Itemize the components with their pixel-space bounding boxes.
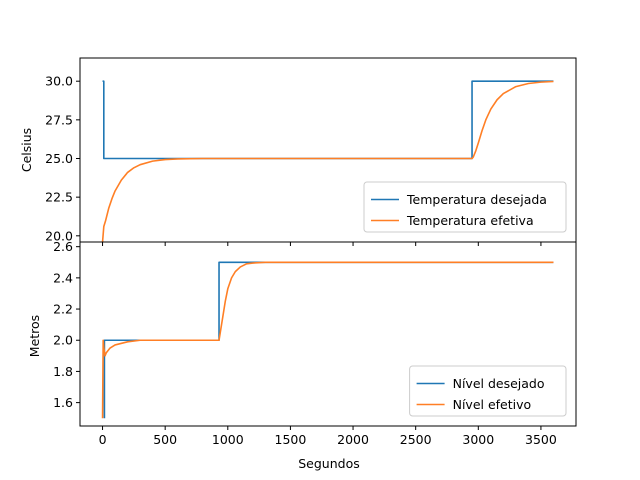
level-x-tick-label: 1500: [275, 432, 307, 447]
level-legend-label-2: Nível efetivo: [453, 397, 532, 412]
level-y-tick-label: 1.6: [53, 395, 73, 410]
level-x-tick-label: 2000: [337, 432, 369, 447]
temperature-legend-label-2: Temperatura efetiva: [406, 213, 534, 228]
level-legend-label-1: Nível desejado: [453, 376, 545, 391]
level-x-tick-label: 1000: [212, 432, 244, 447]
temperature-ticks: 20.0 22.5 25.0 27.5 30.0: [45, 74, 542, 246]
temperature-series-line-2: [101, 80, 554, 242]
x-axis-label: Segundos: [298, 456, 360, 471]
level-series-line-2: [101, 261, 554, 419]
level-y-tick-label: 2.0: [53, 333, 73, 348]
temperature-panel: 20.0 22.5 25.0 27.5 30.0 Celsius Temperatura…: [19, 57, 577, 246]
temperature-legend-box: [363, 181, 567, 233]
level-legend: Nível desejado Nível efetivo: [409, 365, 567, 417]
level-y-tick-label: 2.2: [53, 302, 73, 317]
temperature-legend-label-1: Temperatura desejada: [406, 192, 547, 207]
level-ticks: 0 500 1000 1500 2000 2500 3000 3500 1.6 1.8 2.0 2.2…: [53, 239, 557, 447]
level-x-tick-label: 500: [153, 432, 177, 447]
level-x-tick-label: 0: [99, 432, 107, 447]
level-x-tick-label: 2500: [400, 432, 432, 447]
level-axes-frame: [79, 241, 577, 427]
level-y-tick-label: 1.8: [53, 364, 73, 379]
level-x-tick-label: 3500: [525, 432, 557, 447]
temperature-y-axis-label: Celsius: [19, 128, 34, 172]
level-panel: 0 500 1000 1500 2000 2500 3000 3500 1.6 1.8 2.0 2.2…: [27, 239, 577, 471]
temperature-y-tick-label: 20.0: [45, 228, 73, 243]
temperature-legend: Temperatura desejada Temperatura efetiva: [363, 181, 567, 233]
level-x-tick-label: 3000: [462, 432, 494, 447]
level-legend-box: [409, 365, 567, 417]
temperature-series-layer: [101, 80, 554, 242]
level-y-tick-label: 2.6: [53, 239, 73, 254]
temperature-y-tick-label: 25.0: [45, 151, 73, 166]
temperature-y-tick-label: 30.0: [45, 74, 73, 89]
temperature-y-tick-label: 22.5: [45, 190, 73, 205]
level-y-axis-label: Metros: [27, 315, 42, 357]
temperature-y-tick-label: 27.5: [45, 112, 73, 127]
level-series-layer: [101, 261, 554, 419]
level-y-tick-label: 2.4: [53, 270, 73, 285]
